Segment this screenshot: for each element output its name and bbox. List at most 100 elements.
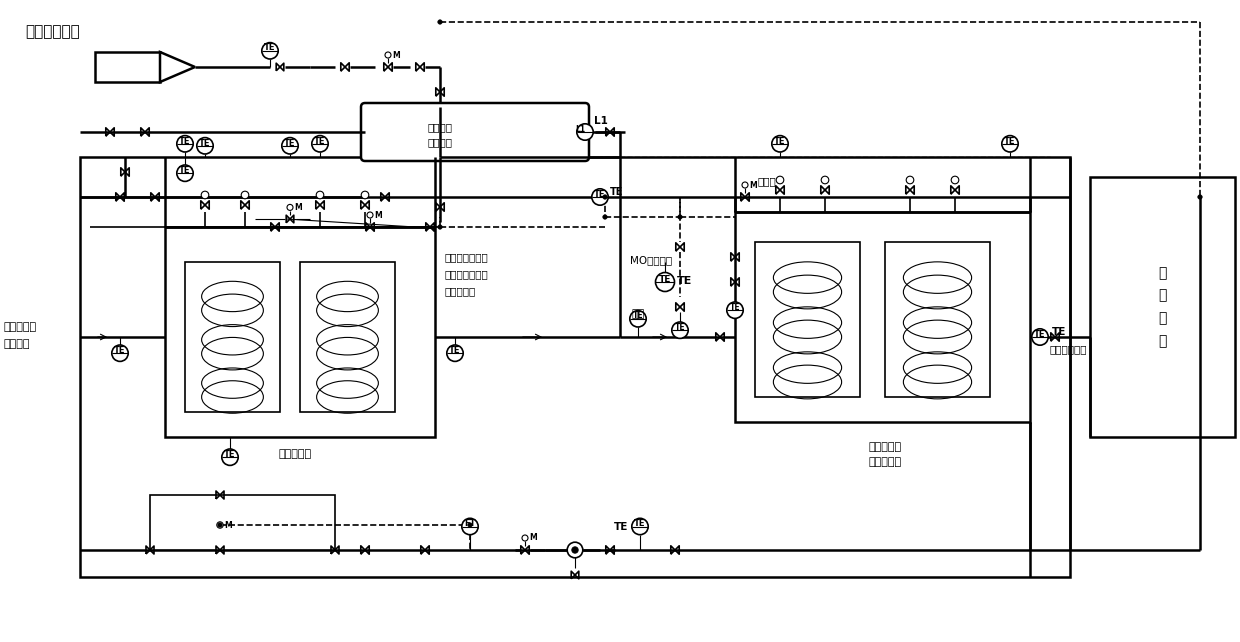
Text: TE: TE — [1052, 327, 1066, 337]
Circle shape — [776, 176, 784, 184]
Circle shape — [218, 523, 222, 527]
Text: 调节阀: 调节阀 — [758, 176, 776, 186]
Text: TE: TE — [729, 303, 740, 312]
Circle shape — [177, 135, 193, 152]
Circle shape — [577, 124, 593, 140]
Text: TE: TE — [264, 44, 275, 53]
Circle shape — [438, 20, 443, 24]
Text: 收塔或排放: 收塔或排放 — [445, 286, 476, 296]
Text: 冷风: 冷风 — [632, 309, 645, 319]
Text: M: M — [749, 180, 756, 189]
Text: TE: TE — [1034, 330, 1045, 339]
Polygon shape — [160, 52, 195, 82]
Circle shape — [361, 191, 368, 199]
Text: （暖风器）: （暖风器） — [868, 457, 901, 467]
Circle shape — [281, 137, 298, 154]
Circle shape — [742, 182, 748, 188]
Text: 辅助加热蒸汽: 辅助加热蒸汽 — [25, 24, 79, 40]
Circle shape — [567, 542, 583, 558]
Text: 烟气冷却器: 烟气冷却器 — [279, 449, 311, 459]
Circle shape — [438, 225, 443, 229]
Text: L1: L1 — [594, 116, 608, 126]
Circle shape — [522, 535, 528, 541]
Circle shape — [384, 52, 391, 58]
Bar — [300, 262, 396, 412]
Text: 被冷却的原烟气: 被冷却的原烟气 — [445, 252, 489, 262]
Text: TE: TE — [675, 323, 686, 332]
Circle shape — [672, 322, 688, 338]
Text: M: M — [373, 211, 382, 220]
Circle shape — [678, 215, 682, 219]
Text: 暖
风
利
用: 暖 风 利 用 — [1158, 266, 1167, 348]
Text: 来原烟气: 来原烟气 — [2, 339, 30, 349]
Circle shape — [951, 176, 959, 184]
Circle shape — [461, 518, 479, 535]
Bar — [81, 157, 1070, 577]
Text: 汽加热器: 汽加热器 — [428, 137, 453, 147]
Circle shape — [630, 311, 646, 327]
Bar — [165, 227, 435, 437]
Text: TE: TE — [114, 346, 125, 355]
Circle shape — [1198, 195, 1203, 199]
Text: TE: TE — [632, 311, 644, 320]
Text: 去电除尘器或吸: 去电除尘器或吸 — [445, 269, 489, 279]
Bar — [755, 242, 861, 397]
Circle shape — [572, 547, 578, 553]
Circle shape — [821, 176, 828, 184]
Circle shape — [197, 137, 213, 154]
Bar — [735, 212, 1030, 422]
Circle shape — [286, 204, 293, 211]
Bar — [150, 495, 335, 550]
Text: TE: TE — [200, 139, 211, 148]
Circle shape — [727, 302, 743, 318]
Text: TE: TE — [658, 275, 671, 284]
Bar — [600, 157, 1050, 327]
Text: TE: TE — [224, 450, 236, 459]
Text: TE: TE — [180, 166, 191, 175]
Bar — [95, 52, 160, 82]
Circle shape — [177, 165, 193, 182]
Circle shape — [217, 522, 223, 528]
Bar — [1090, 177, 1235, 437]
Circle shape — [446, 345, 464, 361]
Circle shape — [1032, 329, 1048, 345]
Text: TE: TE — [774, 137, 786, 146]
Circle shape — [242, 191, 249, 199]
Text: TE: TE — [677, 276, 692, 286]
Circle shape — [262, 42, 278, 59]
Text: TE: TE — [314, 137, 326, 146]
Circle shape — [316, 191, 324, 199]
Circle shape — [603, 215, 608, 219]
Text: TE: TE — [614, 521, 627, 532]
Circle shape — [467, 523, 472, 527]
Text: M: M — [294, 203, 301, 212]
Circle shape — [771, 135, 789, 152]
Circle shape — [112, 345, 128, 361]
Circle shape — [1002, 135, 1018, 152]
Circle shape — [367, 212, 373, 218]
Circle shape — [222, 449, 238, 465]
Text: 热媒水蒸: 热媒水蒸 — [428, 122, 453, 132]
Circle shape — [591, 189, 608, 205]
Text: TE: TE — [1004, 137, 1016, 146]
Text: TE: TE — [180, 137, 191, 146]
FancyBboxPatch shape — [361, 103, 589, 161]
Text: M: M — [224, 521, 232, 530]
Bar — [885, 242, 990, 397]
Circle shape — [632, 518, 649, 535]
Circle shape — [603, 195, 608, 199]
Text: TE: TE — [594, 189, 606, 199]
Circle shape — [311, 135, 329, 152]
Text: TE: TE — [449, 346, 461, 355]
Text: TE: TE — [634, 519, 646, 528]
Circle shape — [201, 191, 208, 199]
Circle shape — [906, 176, 914, 184]
Text: TE: TE — [284, 139, 296, 148]
Text: FT: FT — [464, 519, 476, 528]
Text: MO图调节阀: MO图调节阀 — [630, 255, 672, 265]
Text: 空预器出口: 空预器出口 — [2, 322, 36, 332]
Text: 冷风加热器: 冷风加热器 — [868, 442, 901, 452]
Text: L1: L1 — [575, 125, 585, 134]
Text: TE: TE — [610, 187, 624, 197]
Text: M: M — [392, 51, 399, 60]
